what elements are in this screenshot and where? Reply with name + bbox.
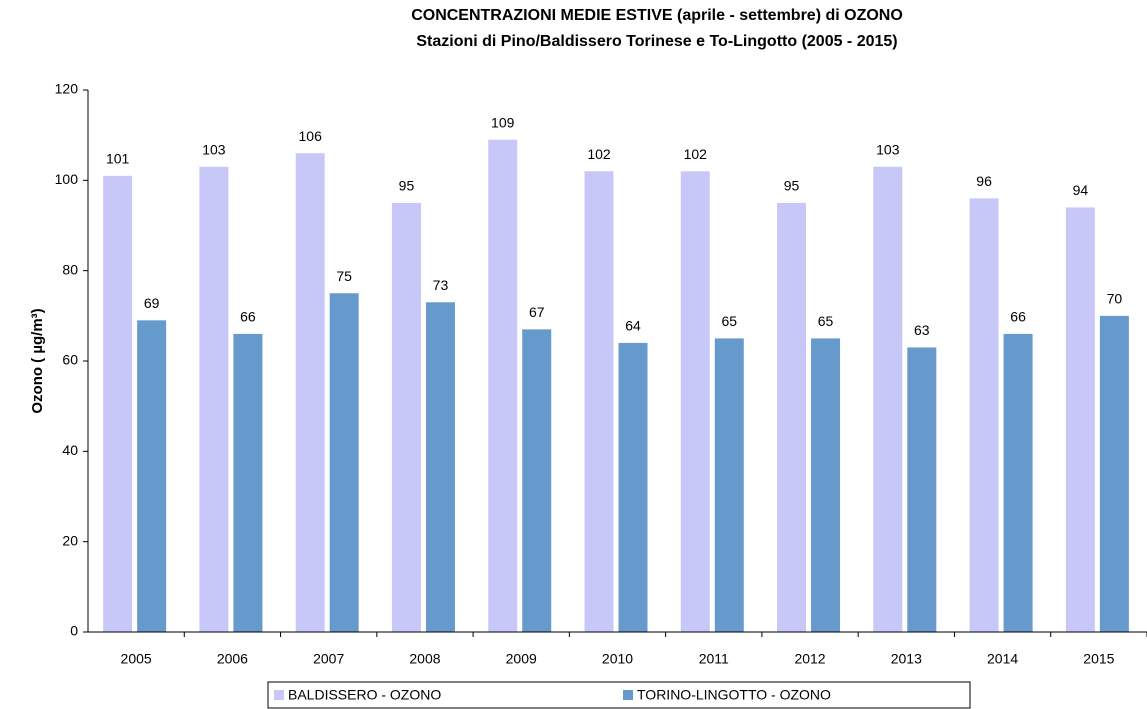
bar — [969, 198, 999, 632]
x-tick-label: 2015 — [1083, 651, 1114, 667]
data-label: 95 — [399, 178, 415, 194]
bar — [1003, 333, 1033, 632]
data-label: 65 — [818, 313, 834, 329]
legend-swatch — [623, 690, 633, 700]
y-tick-label: 100 — [55, 171, 79, 187]
bar — [391, 202, 421, 632]
data-label: 96 — [976, 173, 992, 189]
y-tick-label: 80 — [62, 261, 78, 277]
bar — [777, 202, 807, 632]
x-tick-label: 2006 — [217, 651, 248, 667]
bar — [233, 333, 263, 632]
data-label: 64 — [625, 318, 641, 334]
bar — [907, 347, 937, 632]
legend-swatch — [274, 690, 284, 700]
bar — [1099, 315, 1129, 632]
bar — [714, 338, 744, 632]
bar — [199, 166, 229, 633]
x-tick-label: 2010 — [602, 651, 633, 667]
x-tick-label: 2011 — [699, 651, 729, 667]
bar — [1065, 207, 1095, 632]
bar — [295, 153, 325, 632]
bar — [811, 338, 841, 632]
y-tick-label: 0 — [70, 623, 78, 639]
bar — [680, 171, 710, 633]
y-tick-label: 20 — [62, 532, 78, 548]
data-label: 102 — [587, 146, 611, 162]
y-tick-label: 40 — [62, 442, 78, 458]
bar — [103, 175, 133, 633]
legend-label: BALDISSERO - OZONO — [288, 687, 441, 703]
chart-title: CONCENTRAZIONI MEDIE ESTIVE (aprile - se… — [411, 7, 903, 24]
y-tick-label: 120 — [55, 81, 79, 97]
bar — [137, 320, 167, 632]
y-tick-label: 60 — [62, 352, 78, 368]
x-tick-label: 2005 — [121, 651, 152, 667]
legend-box — [267, 681, 971, 709]
data-label: 63 — [914, 322, 930, 338]
bar — [873, 166, 903, 633]
data-label: 103 — [202, 141, 226, 157]
bar — [522, 329, 552, 632]
x-tick-label: 2012 — [794, 651, 825, 667]
data-label: 70 — [1107, 291, 1123, 307]
data-label: 101 — [106, 151, 130, 167]
bar — [329, 293, 359, 632]
data-label: 102 — [684, 146, 708, 162]
data-label: 106 — [299, 128, 323, 144]
data-label: 65 — [721, 313, 737, 329]
bar — [584, 171, 614, 633]
data-label: 103 — [876, 141, 900, 157]
x-tick-label: 2013 — [891, 651, 922, 667]
data-label: 73 — [433, 277, 449, 293]
x-tick-label: 2009 — [506, 651, 537, 667]
data-label: 66 — [240, 309, 256, 325]
data-label: 94 — [1073, 182, 1089, 198]
bar — [488, 139, 518, 632]
data-label: 75 — [336, 268, 352, 284]
bar — [618, 342, 648, 632]
data-label: 95 — [784, 178, 800, 194]
data-label: 109 — [491, 114, 515, 130]
data-label: 69 — [144, 295, 160, 311]
x-tick-label: 2008 — [409, 651, 440, 667]
y-axis-title: Ozono ( µg/m³) — [29, 308, 46, 413]
data-label: 67 — [529, 304, 545, 320]
chart-subtitle: Stazioni di Pino/Baldissero Torinese e T… — [416, 33, 897, 50]
data-label: 66 — [1010, 309, 1026, 325]
x-tick-label: 2014 — [987, 651, 1018, 667]
x-tick-label: 2007 — [313, 651, 344, 667]
bar — [425, 302, 455, 632]
legend-label: TORINO-LINGOTTO - OZONO — [637, 687, 831, 703]
